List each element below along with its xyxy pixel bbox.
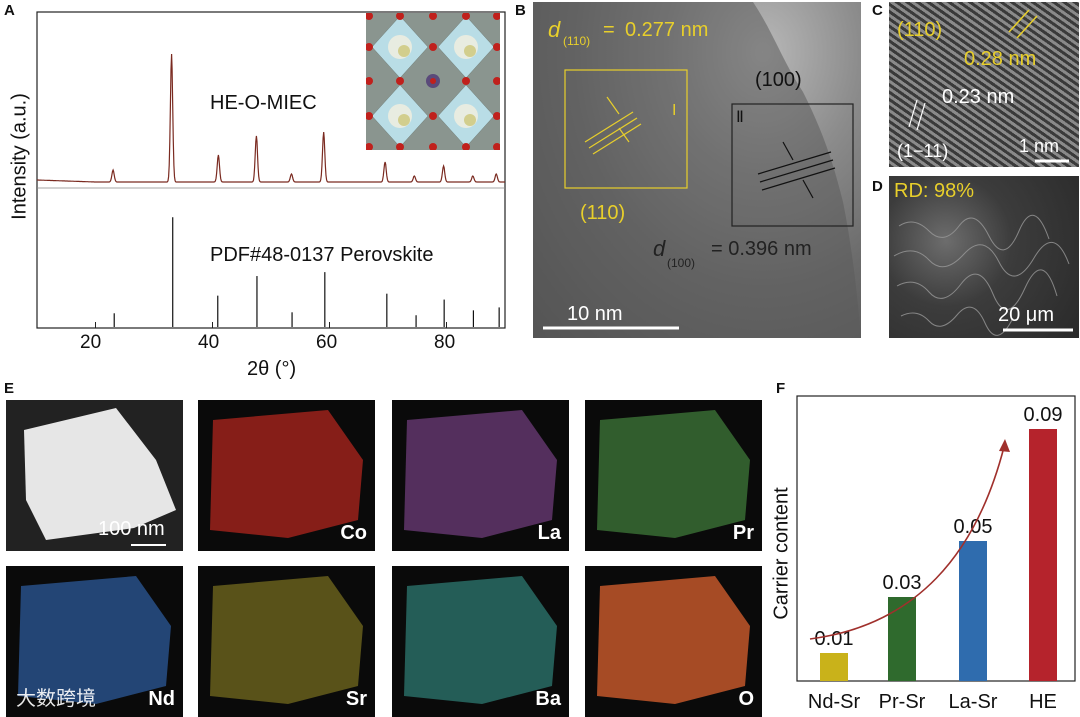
panel-label-e: E <box>4 380 15 397</box>
tem-d110-value-prefix: = <box>603 19 615 41</box>
eds-map-sr: Sr <box>198 566 375 717</box>
xrd-xtick-20: 20 <box>80 332 102 353</box>
bar-value-label: 0.09 <box>1024 404 1063 426</box>
tem-plane-110: (110) <box>580 202 626 224</box>
hrtem-d2: 0.23 nm <box>942 86 1015 108</box>
bar-he <box>1029 429 1057 681</box>
hrtem-scale-label: 1 nm <box>1019 136 1060 156</box>
category-label: Nd-Sr <box>808 691 861 713</box>
tem-region-ii-box <box>731 103 854 227</box>
eds-map-o: O <box>585 566 762 717</box>
xrd-frame <box>36 11 506 329</box>
hrtem-image <box>889 2 1079 167</box>
tem-d110-letter: d <box>548 17 561 42</box>
panel-label-d: D <box>872 178 883 195</box>
xrd-xlabel: 2θ (°) <box>247 358 297 380</box>
eds-label-o: O <box>738 688 754 710</box>
eds-map-co: Co <box>198 400 375 551</box>
xrd-pattern-line <box>37 53 505 183</box>
sem-overlay <box>893 214 1073 336</box>
tem-region-i-label: I <box>672 102 677 119</box>
bar-la-sr <box>959 541 987 681</box>
xrd-xtick-60: 60 <box>316 332 338 353</box>
eds-label-ba: Ba <box>535 688 561 710</box>
hrtem-d1: 0.28 nm <box>964 48 1037 70</box>
bar-nd-sr <box>820 653 848 681</box>
category-label: HE <box>1029 691 1057 713</box>
eds-label-la: La <box>537 522 561 544</box>
xrd-plot <box>36 11 506 329</box>
chart-ylabel: Carrier content <box>770 487 793 620</box>
tem-d100-subscript: (100) <box>667 256 696 270</box>
tem-overlay <box>533 2 861 338</box>
tem-region-i-box <box>564 69 688 189</box>
eds-map-nd: Nd 大数跨境 <box>6 566 183 717</box>
panel-label-a: A <box>4 2 15 19</box>
watermark-text: 大数跨境 <box>16 688 96 710</box>
eds-map-ba: Ba <box>392 566 569 717</box>
eds-label-co: Co <box>340 522 367 544</box>
perovskite-structure-icon <box>366 13 500 150</box>
eds-label-sr: Sr <box>345 688 367 710</box>
hrtem-plane-110: (110) <box>897 19 943 41</box>
haadf-overlay <box>24 408 176 546</box>
hrtem-plane-1m11: (1−11) <box>897 141 949 161</box>
tem-region-ii-label: Ⅱ <box>736 109 744 126</box>
xrd-xtick-80: 80 <box>434 332 456 353</box>
category-label: La-Sr <box>949 691 998 713</box>
tem-plane-100: (100) <box>755 69 802 91</box>
xrd-reference-sticks <box>113 217 500 327</box>
xrd-sample-label: HE-O-MIEC <box>210 92 317 114</box>
eds-map-pr: Pr <box>585 400 762 551</box>
haadf-scale-label: 100 nm <box>98 518 165 540</box>
eds-label-pr: Pr <box>732 522 754 544</box>
bar-pr-sr <box>888 597 916 681</box>
tem-d110-value: 0.277 nm <box>625 19 709 41</box>
bar-value-label: 0.03 <box>883 572 922 594</box>
haadf-image: 100 nm <box>6 400 183 551</box>
tem-d110-subscript: (110) <box>563 34 591 48</box>
eds-map-la: La <box>392 400 569 551</box>
tem-image <box>533 2 861 338</box>
xrd-xtick-40: 40 <box>198 332 220 353</box>
eds-label-nd: Nd <box>148 688 175 710</box>
sem-scale-label: 20 μm <box>998 304 1054 326</box>
panel-label-c: C <box>872 2 883 19</box>
xrd-ref-label: PDF#48-0137 Perovskite <box>210 244 434 266</box>
chart-frame <box>796 395 1076 682</box>
panel-label-f: F <box>776 380 786 397</box>
tem-d100-letter: d <box>653 236 666 261</box>
arrowhead-icon <box>999 439 1010 452</box>
trend-arrow-icon <box>809 446 1005 640</box>
bar-value-label: 0.01 <box>815 628 854 650</box>
tem-d100-value: = 0.396 nm <box>711 238 812 260</box>
xrd-ticks <box>95 322 447 328</box>
tem-scale-label: 10 nm <box>567 303 623 325</box>
panel-label-b: B <box>515 2 526 19</box>
category-label: Pr-Sr <box>879 691 926 713</box>
hrtem-overlay <box>908 9 1069 163</box>
sem-rd-label: RD: 98% <box>894 180 975 202</box>
sem-image <box>889 176 1079 338</box>
